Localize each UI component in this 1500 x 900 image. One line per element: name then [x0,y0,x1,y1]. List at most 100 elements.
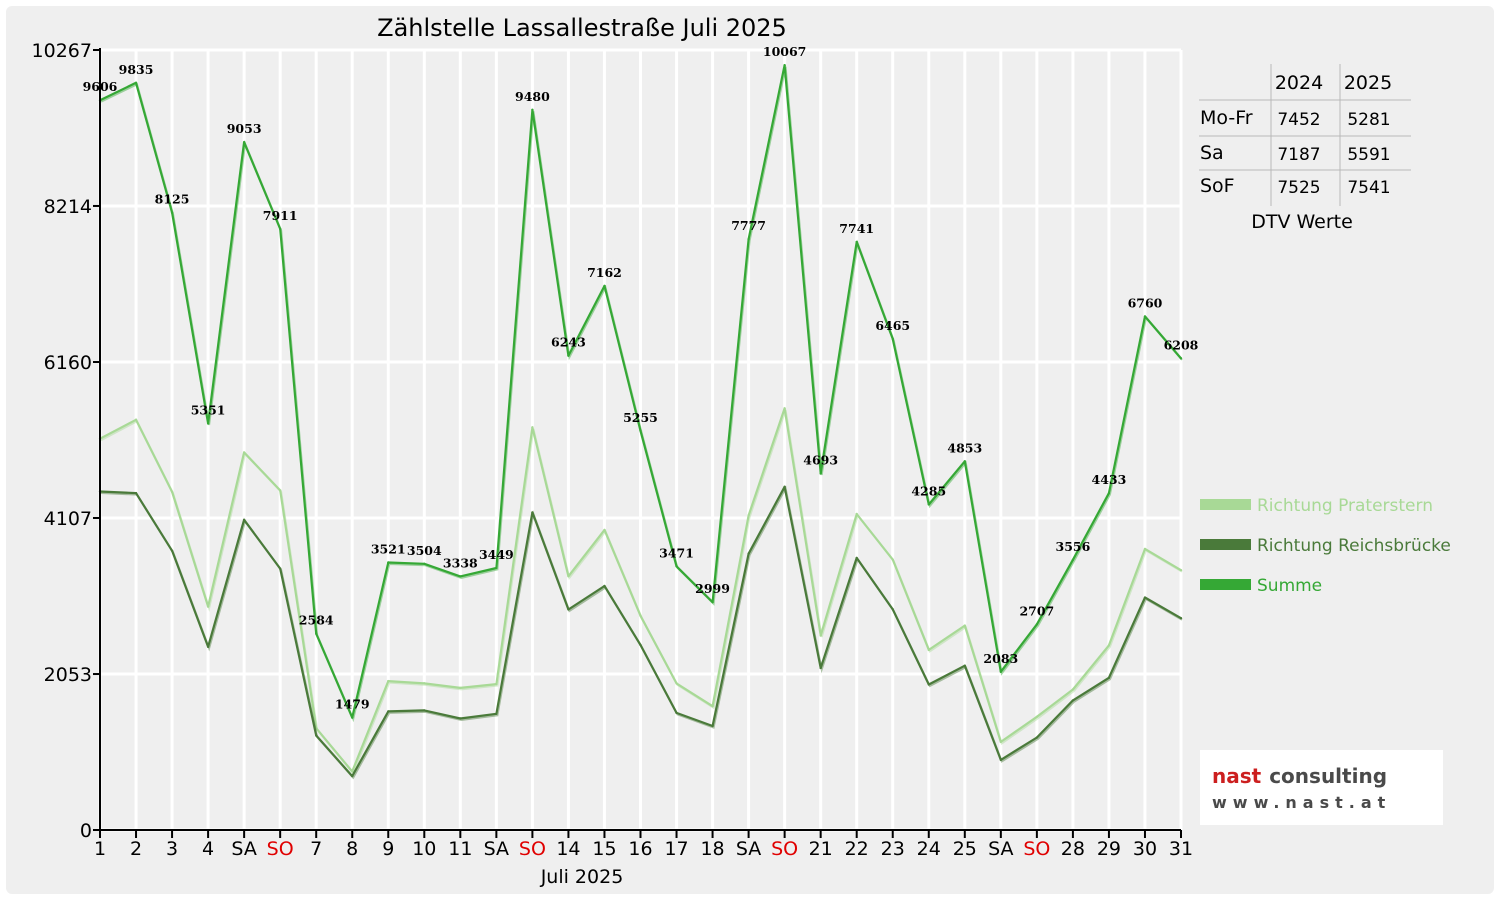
dtv-header-2025: 2025 [1344,72,1392,94]
x-tick-label: 17 [664,838,688,860]
legend-swatch [1200,539,1251,550]
data-point [1179,616,1183,620]
dtv-cell: 7541 [1347,178,1390,198]
x-tick-label: 23 [881,838,905,860]
data-label: 1479 [335,697,370,712]
data-point [242,451,246,454]
data-point [855,512,858,516]
data-point [639,614,642,617]
data-label: 6208 [1164,337,1199,352]
data-point [711,704,714,708]
y-tick-label: 4107 [44,508,92,530]
data-label: 7777 [731,218,766,233]
x-tick-label: SO [519,838,546,860]
x-tick-label: SO [771,838,798,860]
data-label: 3449 [479,547,514,562]
dtv-cell: 5591 [1347,145,1390,165]
data-point [170,211,174,214]
data-point [963,460,966,463]
data-point [819,472,822,475]
data-point [351,770,354,773]
dtv-row-label: SoF [1200,175,1235,197]
data-label: 7911 [263,208,298,223]
data-point [315,734,318,737]
grid-lines [98,48,1183,832]
data-point [278,227,282,231]
data-point [963,624,966,627]
data-label: 3556 [1056,539,1091,554]
data-point [423,709,426,712]
data-point [459,717,462,720]
data-point [242,141,246,144]
x-tick-label: 24 [917,838,941,860]
data-point [1035,715,1039,719]
data-label: 9480 [515,89,550,104]
data-point [1071,688,1075,691]
data-point [819,666,822,670]
data-point [170,549,174,553]
data-label: 4285 [911,483,946,498]
data-point [855,240,858,244]
data-label: 9053 [227,121,262,136]
legend-swatch [1200,579,1251,590]
data-point [206,422,210,425]
data-point [1107,644,1111,647]
data-label: 5255 [623,410,658,425]
data-point [1035,736,1039,739]
x-tick-label: 15 [592,838,616,860]
dtv-cell: 7452 [1277,110,1320,130]
data-point [423,562,426,565]
logo-word-consulting: consulting [1269,764,1387,788]
x-tick-label: 8 [346,838,358,860]
data-point [278,567,282,570]
data-label: 3504 [407,543,442,558]
data-label: 6760 [1128,295,1163,310]
x-tick-label: SA [988,838,1013,860]
data-point [1107,676,1111,680]
chart-title: Zählstelle Lassallestraße Juli 2025 [377,14,787,42]
y-tick-label: 2053 [44,664,92,686]
data-point [242,518,246,522]
dtv-cell: 5281 [1347,110,1390,130]
data-point [675,565,678,568]
x-tick-label: 31 [1169,838,1193,860]
legend-label: Summe [1257,576,1322,596]
data-point [819,634,822,637]
chart-frame: 0 2053 4107 6160 8214 10267 1 2 3 4 SA SO 7 8 9 10 11 SA… [6,6,1494,894]
data-point [711,724,714,728]
data-point [495,712,498,716]
logo-url: www.nast.at [1212,793,1391,812]
data-point [1035,623,1039,626]
x-axis-label: Juli 2025 [540,866,624,888]
logo-wordmark: nast consulting [1212,764,1387,788]
data-point [134,81,138,85]
x-tick-label: SA [484,838,509,860]
y-tick-label: 0 [80,820,92,842]
data-point [1107,492,1111,495]
data-point [891,608,894,611]
legend-label: Richtung Reichsbrücke [1257,536,1451,556]
data-point [711,600,714,604]
x-tick-label: 16 [628,838,652,860]
dtv-table: 2024 2025 Mo-Fr 7452 5281 Sa 7187 5591 S… [1199,64,1411,233]
data-label: 6243 [551,335,586,350]
data-label: 6465 [875,318,910,333]
dtv-header-2024: 2024 [1275,72,1323,94]
dtv-cell: 7187 [1277,145,1320,165]
data-point [891,337,894,341]
data-point [495,682,498,686]
x-tick-label: SO [1023,838,1050,860]
data-point [639,643,642,647]
data-point [999,758,1003,762]
y-ticks: 0 2053 4107 6160 8214 10267 [32,40,100,842]
data-point [999,670,1003,673]
data-point [567,354,570,357]
data-point [567,575,570,578]
data-point [387,679,390,683]
data-point [387,710,390,713]
data-label: 4853 [947,440,982,455]
legend-label: Richtung Praterstern [1257,496,1433,516]
x-tick-label: 30 [1133,838,1157,860]
data-point [387,561,390,564]
legend: Richtung Praterstern Richtung Reichsbrück… [1200,496,1451,596]
